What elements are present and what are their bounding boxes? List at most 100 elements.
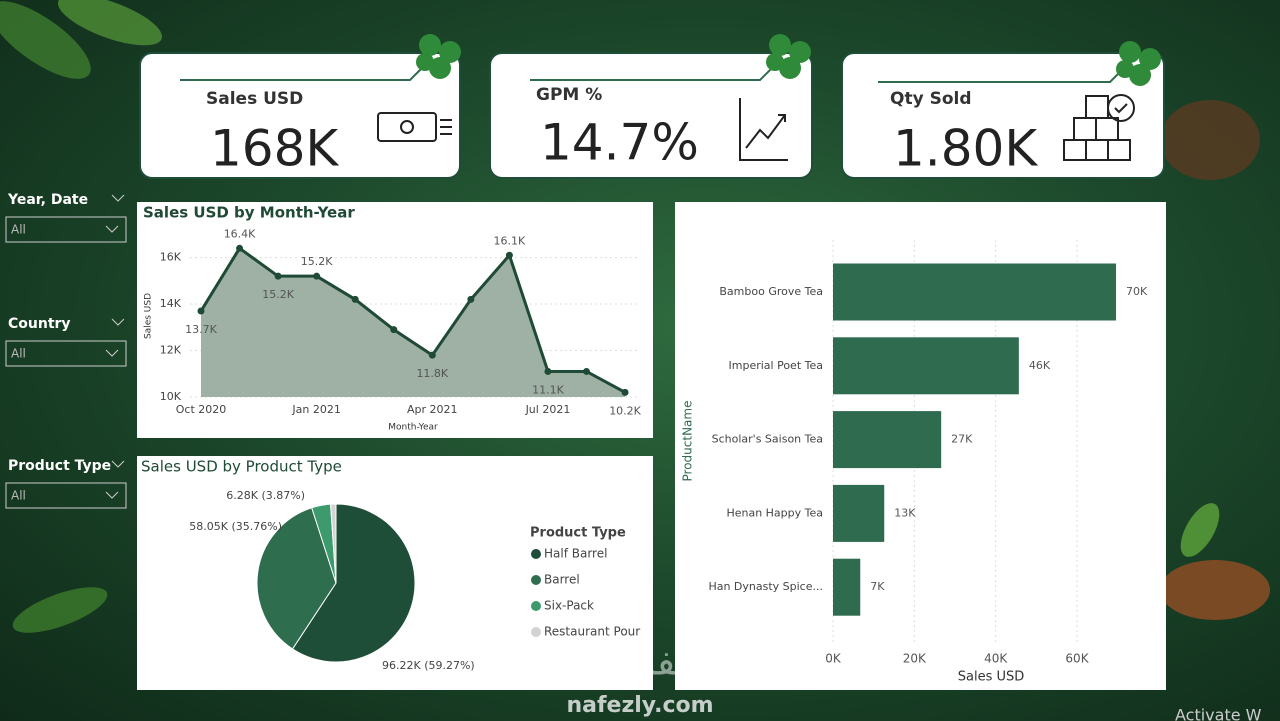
data-label: 27K bbox=[951, 433, 973, 446]
y-tick-label: Henan Happy Tea bbox=[726, 506, 823, 519]
card-label: Qty Sold bbox=[890, 89, 972, 109]
data-label: 15.2K bbox=[301, 255, 333, 268]
point bbox=[583, 367, 590, 375]
watermark: nafezly.com bbox=[566, 693, 713, 718]
pie-slice bbox=[291, 503, 416, 663]
bar bbox=[833, 558, 861, 616]
x-tick-label: Apr 2021 bbox=[407, 403, 458, 416]
legend-marker bbox=[531, 549, 541, 559]
data-label: 11.8K bbox=[416, 367, 448, 380]
data-label: 16.1K bbox=[494, 234, 526, 247]
y-tick-label: Han Dynasty Spice... bbox=[708, 580, 823, 593]
os-overlay: Activate W bbox=[1175, 706, 1262, 721]
bowl bbox=[1160, 560, 1270, 620]
charts: Sales USD by Month-Year Sales USD Month-Ye… bbox=[141, 204, 1148, 685]
data-label: 6.28K (3.87%) bbox=[226, 489, 305, 502]
x-tick-label: Jan 2021 bbox=[291, 403, 340, 416]
point bbox=[621, 388, 629, 396]
y-tick-label: 10K bbox=[160, 390, 182, 403]
bar bbox=[833, 484, 885, 542]
data-label: 13.7K bbox=[185, 323, 217, 336]
slicer-label: Product Type bbox=[8, 458, 111, 474]
point bbox=[236, 244, 244, 252]
point bbox=[428, 351, 436, 359]
chevron bbox=[105, 194, 125, 499]
y-tick-label: Bamboo Grove Tea bbox=[719, 285, 823, 298]
data-label: 16.4K bbox=[224, 227, 256, 240]
point bbox=[467, 295, 475, 303]
point bbox=[351, 295, 359, 303]
icon bbox=[377, 94, 1135, 161]
line bbox=[199, 246, 626, 394]
legend-label: Barrel bbox=[544, 573, 580, 587]
slicer-label: Year, Date bbox=[7, 192, 88, 208]
legend-label: Six-Pack bbox=[544, 599, 594, 613]
y-tick-label: 16K bbox=[160, 251, 182, 264]
y-axis-title: ProductName bbox=[681, 401, 695, 482]
card-value: 168K bbox=[210, 120, 339, 178]
point bbox=[390, 326, 398, 334]
x-axis-title: Month-Year bbox=[388, 423, 438, 433]
x-tick-label: 40K bbox=[984, 652, 1008, 666]
card bbox=[139, 52, 461, 179]
x-axis-title: Sales USD bbox=[958, 670, 1025, 685]
clover bbox=[416, 34, 1161, 86]
card-value: 1.80K bbox=[893, 120, 1038, 178]
data-label: 13K bbox=[894, 506, 916, 519]
slicer-value[interactable]: All bbox=[11, 489, 26, 503]
chart-title: Sales USD by Product Type bbox=[141, 458, 342, 476]
x-tick-label: 0K bbox=[825, 652, 842, 666]
data-label: 46K bbox=[1029, 359, 1051, 372]
leaf bbox=[57, 0, 163, 46]
point bbox=[197, 307, 205, 315]
slicer-box[interactable] bbox=[5, 482, 127, 509]
data-label: 70K bbox=[1126, 285, 1148, 298]
y-tick-label: 12K bbox=[160, 344, 182, 357]
y-axis-title: Sales USD bbox=[144, 293, 154, 339]
bar bbox=[833, 263, 1117, 321]
pie-slice bbox=[330, 503, 337, 584]
legend-marker bbox=[531, 627, 541, 637]
x-tick-label: Oct 2020 bbox=[176, 403, 227, 416]
legend-marker bbox=[531, 601, 541, 611]
card bbox=[841, 52, 1165, 179]
y-tick-label: 14K bbox=[160, 297, 182, 310]
legend-marker bbox=[531, 575, 541, 585]
leaf bbox=[1180, 503, 1220, 557]
slicer-value[interactable]: All bbox=[11, 347, 26, 361]
point bbox=[313, 272, 321, 280]
x-tick-label: Jul 2021 bbox=[525, 403, 571, 416]
data-label: 11.1K bbox=[532, 383, 564, 396]
chart-title: Sales USD by Month-Year bbox=[143, 204, 355, 222]
card-label: Sales USD bbox=[206, 89, 303, 109]
point bbox=[544, 367, 552, 375]
y-tick-label: Imperial Poet Tea bbox=[729, 359, 824, 372]
y-tick-label: Scholar's Saison Tea bbox=[712, 433, 823, 446]
legend-label: Restaurant Pour bbox=[544, 625, 640, 639]
data-label: 10.2K bbox=[609, 404, 641, 417]
watermark: نفذلي bbox=[594, 640, 687, 684]
leaf bbox=[12, 587, 108, 633]
legend-title: Product Type bbox=[530, 526, 626, 541]
bar bbox=[833, 411, 942, 469]
x-tick-label: 60K bbox=[1065, 652, 1089, 666]
slicer-box[interactable] bbox=[5, 340, 127, 367]
leaf bbox=[0, 1, 91, 79]
slicer-label: Country bbox=[8, 316, 71, 332]
point bbox=[274, 272, 282, 280]
bar bbox=[833, 337, 1019, 395]
data-label: 7K bbox=[870, 580, 885, 593]
legend-label: Half Barrel bbox=[544, 547, 607, 561]
data-label: 96.22K (59.27%) bbox=[382, 659, 475, 672]
card-label: GPM % bbox=[536, 85, 602, 105]
slicer-value[interactable]: All bbox=[11, 223, 26, 237]
point bbox=[505, 251, 513, 259]
cup bbox=[1160, 100, 1260, 180]
x-tick-label: 20K bbox=[903, 652, 927, 666]
slicer-box[interactable] bbox=[5, 216, 127, 243]
slicers: Year, Date All Country All Product Type … bbox=[5, 192, 127, 509]
data-label: 58.05K (35.76%) bbox=[189, 520, 282, 533]
data-label: 15.2K bbox=[262, 288, 294, 301]
